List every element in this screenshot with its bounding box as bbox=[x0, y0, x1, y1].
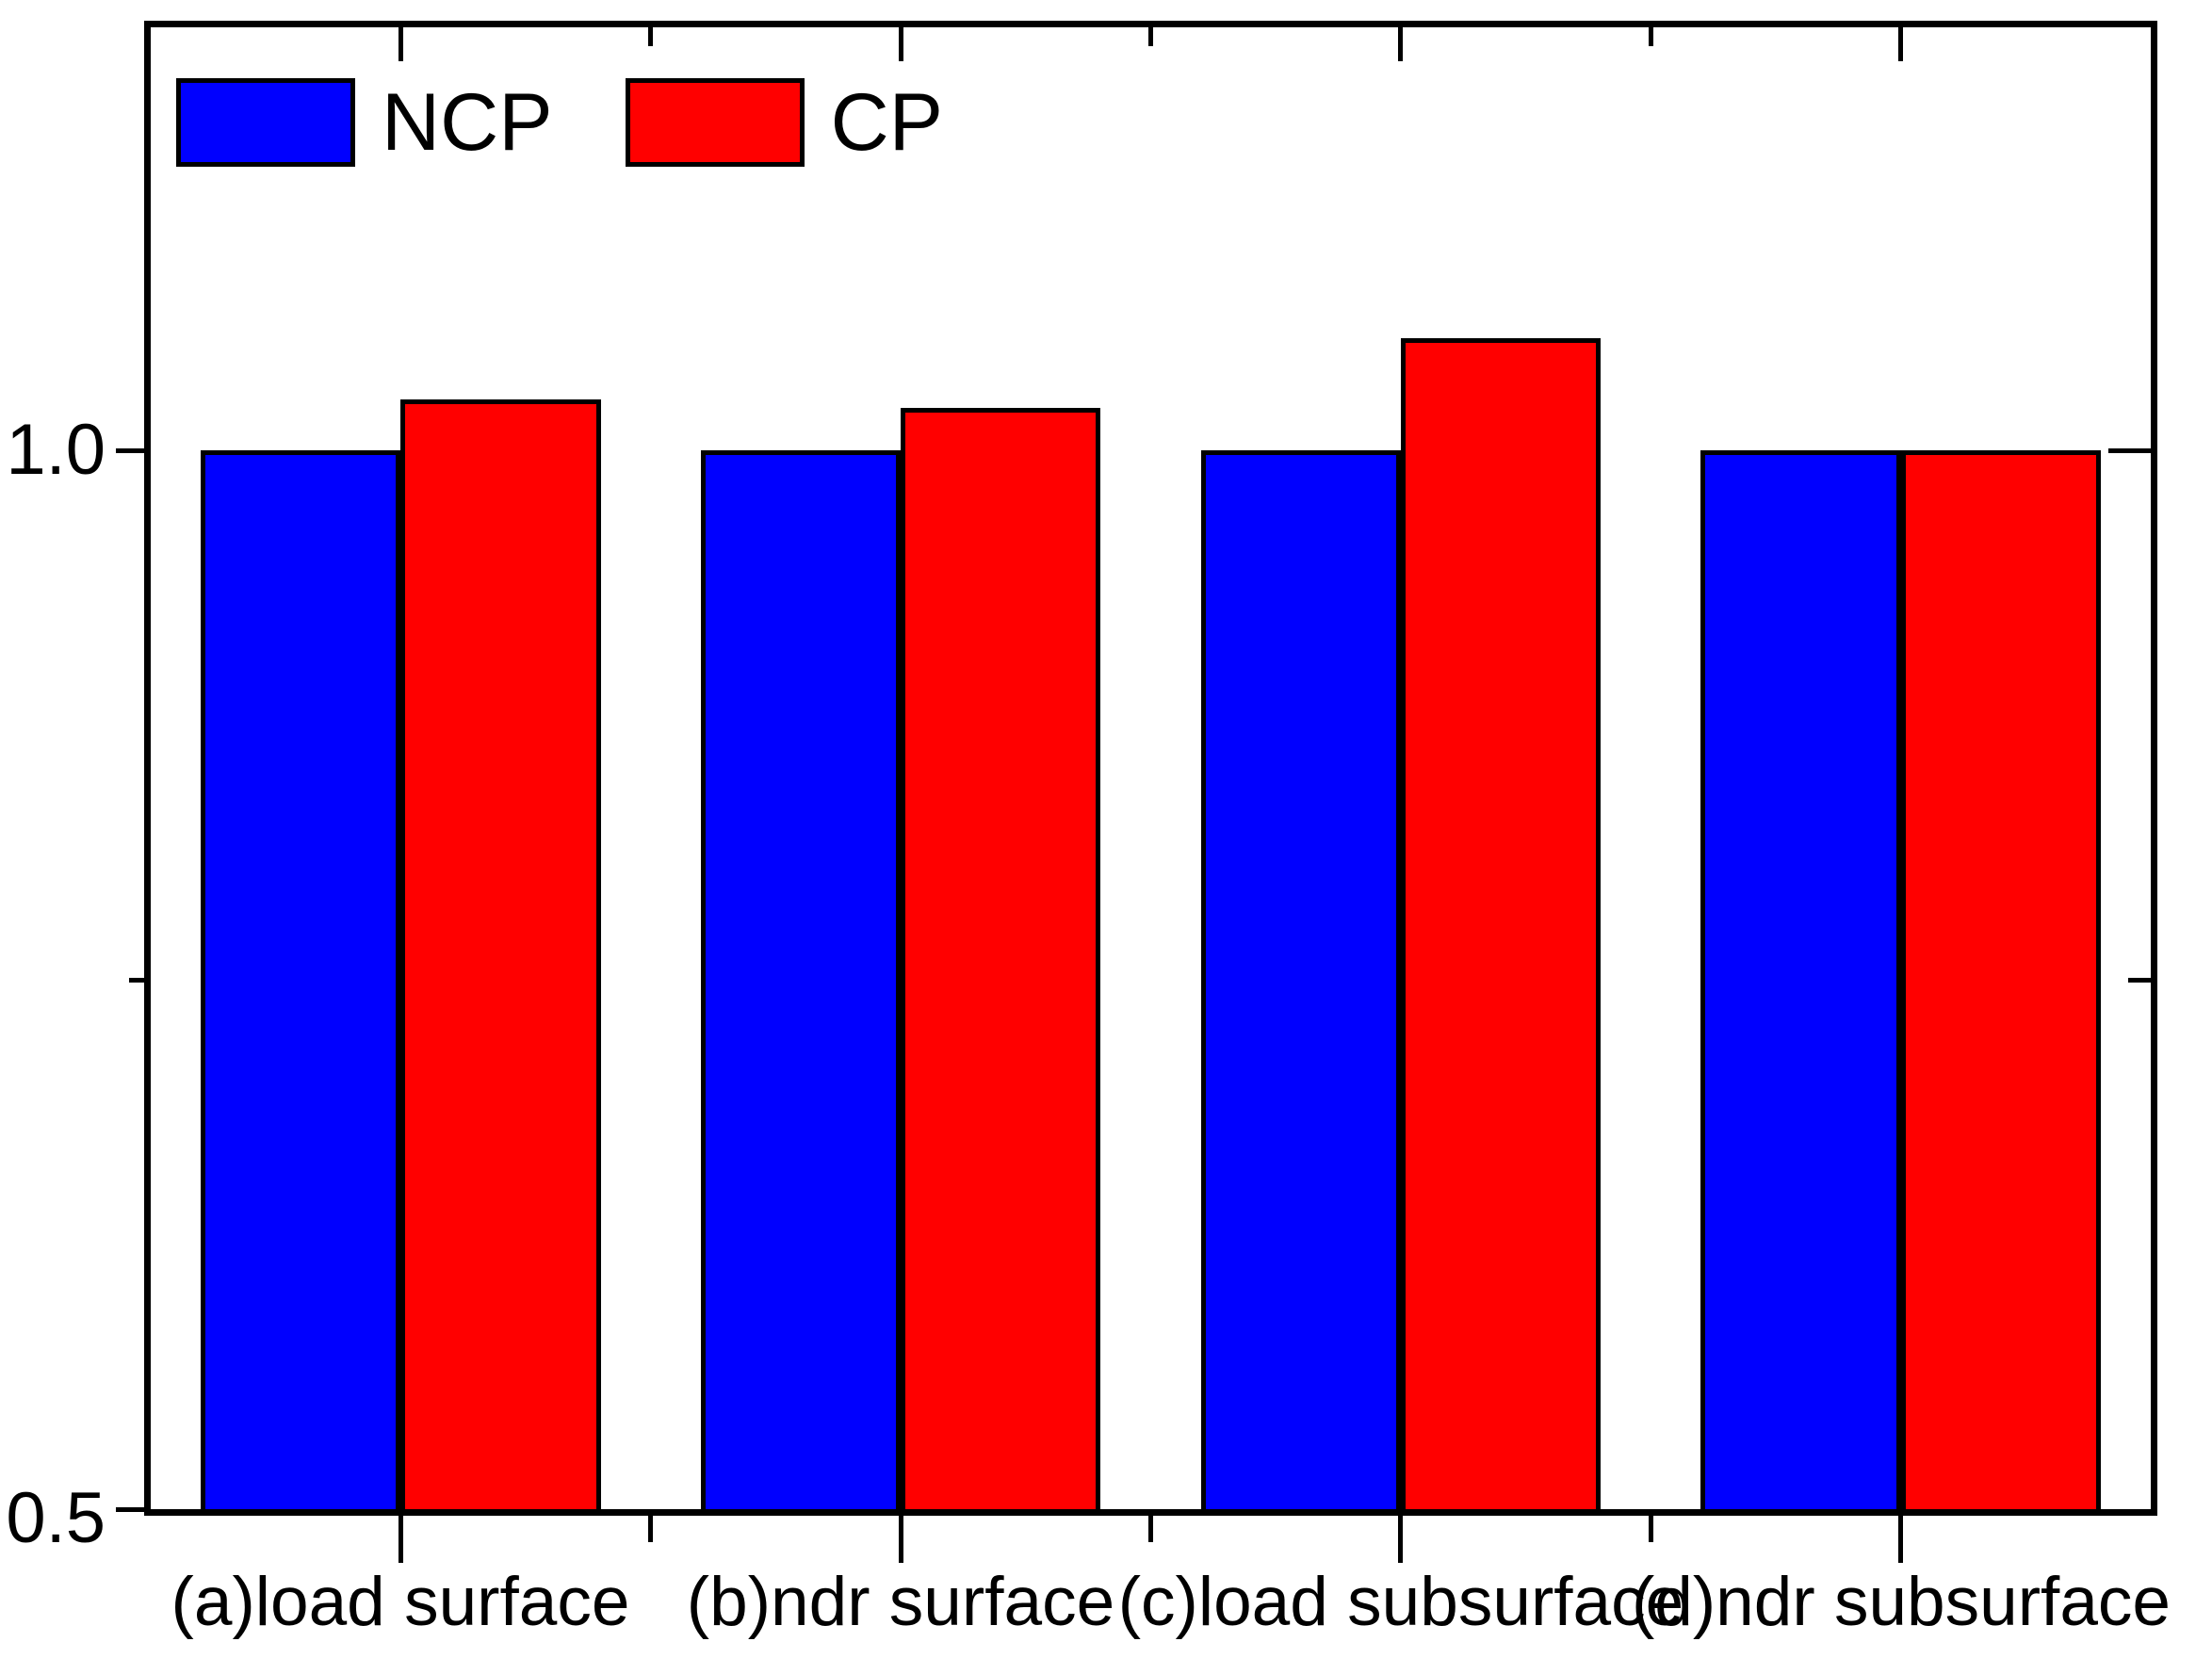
bar-cp-c bbox=[1400, 338, 1602, 1509]
x-category-label-a: (a)load surface bbox=[171, 1564, 630, 1640]
plot-area bbox=[151, 27, 2151, 1509]
legend-label-cp: CP bbox=[830, 77, 944, 168]
x-minor-tick-top bbox=[1648, 27, 1653, 46]
bar-cp-d bbox=[1900, 450, 2101, 1509]
y-major-tick-right bbox=[2108, 447, 2151, 453]
x-major-tick-top bbox=[398, 27, 403, 61]
x-minor-tick-top bbox=[1148, 27, 1153, 46]
legend-label-ncp: NCP bbox=[382, 77, 553, 168]
x-category-label-d: (d)ndr subsurface bbox=[1631, 1564, 2171, 1640]
bar-ncp-d bbox=[1700, 450, 1901, 1509]
legend: NCP CP bbox=[176, 78, 943, 167]
legend-item-ncp: NCP bbox=[176, 78, 553, 167]
x-major-tick-bottom bbox=[398, 1516, 403, 1563]
x-major-tick-top bbox=[1398, 27, 1404, 61]
x-category-label-c: (c)load subsurface bbox=[1117, 1564, 1684, 1640]
plot-frame bbox=[144, 21, 2157, 1516]
legend-swatch-ncp bbox=[176, 78, 355, 167]
x-category-label-b: (b)ndr surface bbox=[686, 1564, 1115, 1640]
x-minor-tick-bottom bbox=[648, 1516, 654, 1542]
x-major-tick-top bbox=[898, 27, 903, 61]
y-minor-tick-right bbox=[2128, 977, 2151, 983]
x-major-tick-top bbox=[1898, 27, 1904, 61]
y-major-tick-left bbox=[116, 447, 144, 453]
x-major-tick-bottom bbox=[1398, 1516, 1404, 1563]
bar-cp-b bbox=[901, 408, 1101, 1509]
y-tick-label-0.5: 0.5 bbox=[6, 1478, 106, 1558]
x-major-tick-bottom bbox=[1898, 1516, 1904, 1563]
legend-swatch-cp bbox=[625, 78, 805, 167]
x-minor-tick-top bbox=[648, 27, 654, 46]
y-tick-label-1.0: 1.0 bbox=[6, 410, 106, 490]
x-major-tick-bottom bbox=[898, 1516, 903, 1563]
y-major-tick-left bbox=[116, 1506, 144, 1512]
x-minor-tick-bottom bbox=[1648, 1516, 1653, 1542]
legend-item-cp: CP bbox=[625, 77, 944, 168]
x-minor-tick-bottom bbox=[1148, 1516, 1153, 1542]
bar-ncp-a bbox=[201, 450, 401, 1509]
bar-cp-a bbox=[400, 399, 601, 1509]
bar-ncp-b bbox=[700, 450, 902, 1509]
y-minor-tick-left bbox=[129, 977, 144, 983]
bar-ncp-c bbox=[1200, 450, 1401, 1509]
